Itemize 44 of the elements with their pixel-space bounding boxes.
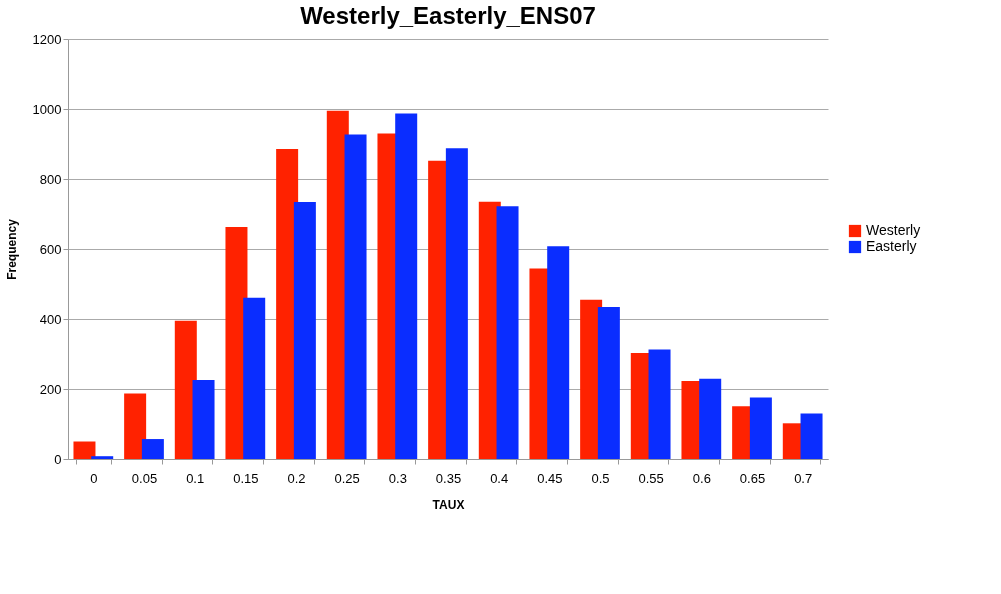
bar — [91, 456, 114, 459]
bar — [293, 202, 316, 459]
bar — [141, 439, 164, 459]
bar — [800, 413, 823, 459]
y-tick-label: 600 — [39, 241, 62, 257]
bar — [395, 113, 418, 459]
bar — [699, 378, 722, 459]
x-tick-label: 0.6 — [692, 470, 711, 486]
y-tick-label: 400 — [39, 311, 62, 327]
bar — [124, 393, 147, 459]
bar — [648, 349, 671, 459]
x-tick-label: 0 — [90, 470, 98, 486]
bar — [344, 134, 367, 459]
bar — [496, 206, 519, 459]
y-tick-label: 200 — [39, 381, 62, 397]
bar — [547, 246, 570, 459]
y-tick-label: 1200 — [32, 31, 62, 47]
bar — [597, 307, 620, 459]
y-tick-label: 800 — [39, 171, 62, 187]
legend-label: Westerly — [866, 222, 921, 238]
chart-title: Westerly_Easterly_ENS07 — [300, 2, 596, 29]
x-tick-label: 0.05 — [131, 470, 158, 486]
x-tick-label: 0.35 — [435, 470, 462, 486]
x-tick-label: 0.45 — [537, 470, 563, 486]
bar — [749, 397, 772, 459]
x-tick-label: 0.1 — [186, 470, 205, 486]
x-tick-label: 0.55 — [638, 470, 664, 486]
y-axis-title: Frequency — [4, 218, 19, 280]
x-tick-label: 0.25 — [334, 470, 360, 486]
x-tick-label: 0.5 — [591, 470, 610, 486]
x-axis-title: TAUX — [432, 497, 465, 512]
y-tick-label: 0 — [54, 451, 62, 467]
x-tick-label: 0.7 — [794, 470, 813, 486]
bar — [73, 441, 96, 459]
x-tick-label: 0.2 — [287, 470, 306, 486]
x-tick-label: 0.15 — [233, 470, 259, 486]
legend-label: Easterly — [866, 238, 917, 254]
x-tick-label: 0.4 — [490, 470, 509, 486]
x-tick-label: 0.3 — [388, 470, 407, 486]
y-tick-label: 1000 — [32, 101, 62, 117]
bar — [243, 297, 266, 459]
bar — [192, 379, 215, 459]
bar — [445, 148, 468, 459]
x-tick-label: 0.65 — [739, 470, 766, 486]
